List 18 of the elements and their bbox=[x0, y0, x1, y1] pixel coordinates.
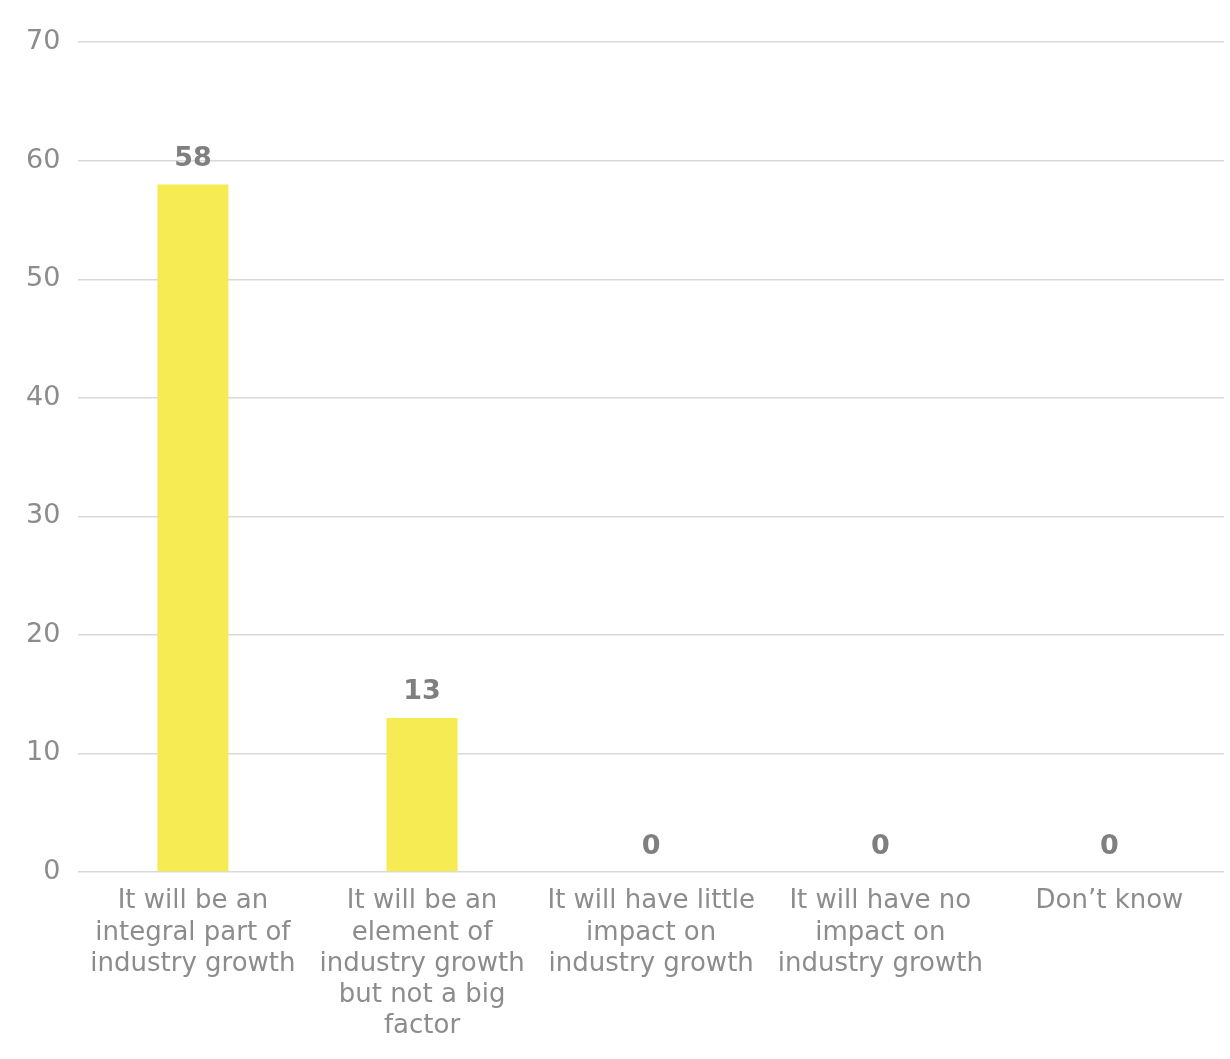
y-tick-label: 40 bbox=[26, 379, 61, 411]
x-tick-label: It will be an integral part of industry growth bbox=[90, 884, 296, 977]
y-tick-label: 0 bbox=[43, 854, 61, 886]
x-tick-label: It will have no impact on industry growth bbox=[777, 884, 983, 977]
y-tick-label: 60 bbox=[26, 142, 61, 174]
y-tick-label: 70 bbox=[26, 24, 61, 56]
data-label: 0 bbox=[870, 828, 890, 860]
data-label: 13 bbox=[403, 674, 441, 706]
y-tick-label: 20 bbox=[26, 616, 61, 648]
y-tick-label: 50 bbox=[26, 261, 61, 293]
data-label: 0 bbox=[641, 828, 661, 860]
data-label: 0 bbox=[1100, 828, 1119, 860]
x-tick-label: It will have little impact on industry growth bbox=[547, 884, 755, 977]
data-label: 58 bbox=[174, 140, 212, 172]
x-tick-label: It will be an element of industry growth but not a big factor bbox=[319, 884, 525, 1040]
x-tick-label: Don’t know bbox=[1035, 884, 1184, 915]
y-tick-label: 30 bbox=[26, 498, 61, 530]
y-tick-label: 10 bbox=[26, 735, 61, 767]
